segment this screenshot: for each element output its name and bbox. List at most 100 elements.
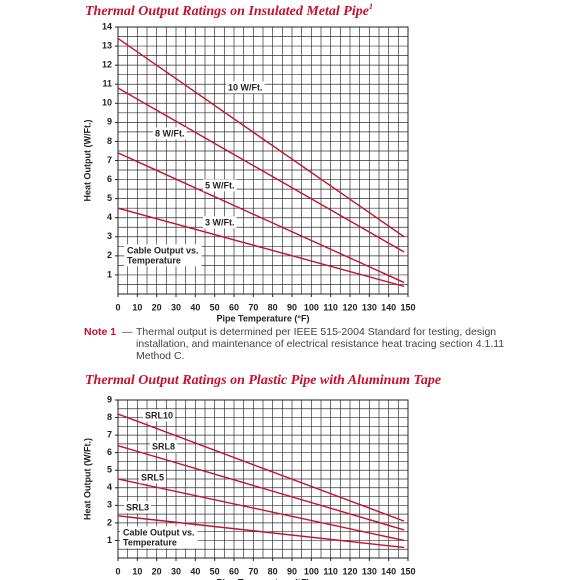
- annotation: Cable Output vs.: [123, 527, 195, 537]
- x-tick-label: 140: [381, 566, 396, 576]
- y-tick-label: 2: [107, 250, 112, 260]
- y-tick-label: 12: [102, 60, 112, 70]
- x-tick-label: 40: [190, 566, 200, 576]
- y-tick-label: 3: [107, 231, 112, 241]
- y-tick-label: 11: [102, 79, 112, 89]
- series-label-bg: [124, 501, 152, 514]
- series-label: 3 W/Ft.: [205, 217, 235, 227]
- y-tick-label: 5: [107, 193, 112, 203]
- series-line: [117, 152, 405, 284]
- series-label: SRL10: [145, 410, 173, 420]
- x-tick-label: 140: [381, 302, 396, 312]
- note-dash: —: [122, 326, 133, 338]
- x-tick-label: 130: [362, 302, 377, 312]
- x-tick-label: 10: [132, 302, 142, 312]
- note-label: Note 1: [84, 326, 117, 338]
- x-tick-label: 70: [248, 302, 258, 312]
- series-label: SRL3: [126, 502, 149, 512]
- series-line: [117, 444, 405, 531]
- y-tick-label: 8: [107, 412, 112, 422]
- x-tick-label: 90: [287, 302, 297, 312]
- series-line: [117, 207, 405, 288]
- x-tick-label: 60: [229, 566, 239, 576]
- x-tick-label: 70: [248, 566, 258, 576]
- y-tick-label: 14: [102, 21, 112, 31]
- x-tick-label: 130: [362, 566, 377, 576]
- series-label-bg: [139, 471, 167, 484]
- chart-title: Thermal Output Ratings on Insulated Meta…: [85, 2, 373, 19]
- y-tick-label: 1: [107, 535, 112, 545]
- x-tick-label: 50: [210, 302, 220, 312]
- x-tick-label: 80: [268, 302, 278, 312]
- y-tick-label: 3: [107, 500, 112, 510]
- x-tick-label: 30: [171, 302, 181, 312]
- x-tick-label: 90: [287, 566, 297, 576]
- y-tick-label: 7: [107, 155, 112, 165]
- note: Note 1 — Thermal output is determined pe…: [84, 326, 524, 362]
- x-tick-label: 50: [210, 566, 220, 576]
- title-text: Thermal Output Ratings on Insulated Meta…: [85, 4, 369, 19]
- series-label: 8 W/Ft.: [155, 128, 185, 138]
- annotation: Temperature: [123, 537, 177, 547]
- y-tick-label: 13: [102, 40, 112, 50]
- series-label: SRL5: [141, 472, 164, 482]
- x-axis-label: Pipe Temperature (°F): [217, 577, 310, 580]
- x-tick-label: 40: [190, 302, 200, 312]
- series-line: [117, 87, 405, 253]
- y-tick-label: 4: [107, 212, 112, 222]
- x-tick-label: 150: [400, 566, 415, 576]
- series-label-bg: [153, 127, 187, 140]
- title-text: Thermal Output Ratings on Plastic Pipe w…: [85, 373, 441, 388]
- y-tick-label: 8: [107, 136, 112, 146]
- annotation: Cable Output vs.: [127, 245, 199, 255]
- x-tick-label: 110: [323, 566, 338, 576]
- x-tick-label: 60: [229, 302, 239, 312]
- series-label-bg: [203, 216, 237, 229]
- x-tick-label: 10: [132, 566, 142, 576]
- y-axis-label: Heat Output (W/Ft.): [82, 120, 92, 202]
- y-tick-label: 6: [107, 447, 112, 457]
- x-tick-label: 20: [152, 566, 162, 576]
- annotation-bg: [124, 244, 202, 267]
- x-tick-label: 80: [268, 566, 278, 576]
- y-tick-label: 1: [107, 269, 112, 279]
- x-tick-label: 20: [152, 302, 162, 312]
- series-label-bg: [143, 409, 176, 422]
- series-label-bg: [203, 179, 237, 192]
- x-axis-label: Pipe Temperature (°F): [217, 313, 310, 323]
- x-tick-label: 150: [400, 302, 415, 312]
- x-tick-label: 120: [342, 302, 357, 312]
- y-tick-label: 4: [107, 482, 112, 492]
- annotation: Temperature: [127, 255, 181, 265]
- series-line: [117, 37, 405, 238]
- series-label-bg: [150, 440, 178, 453]
- series-line: [117, 413, 405, 522]
- note-text: Thermal output is determined per IEEE 51…: [136, 326, 505, 362]
- x-tick-label: 0: [115, 566, 120, 576]
- y-tick-label: 10: [102, 98, 112, 108]
- y-tick-label: 7: [107, 429, 112, 439]
- y-tick-label: 6: [107, 174, 112, 184]
- y-tick-label: 2: [107, 517, 112, 527]
- y-tick-label: 9: [107, 394, 112, 404]
- title-superscript: 1: [369, 2, 373, 11]
- x-tick-label: 100: [304, 566, 319, 576]
- y-tick-label: 5: [107, 465, 112, 475]
- y-tick-label: 9: [107, 117, 112, 127]
- series-label: 10 W/Ft.: [228, 82, 263, 92]
- x-tick-label: 110: [323, 302, 338, 312]
- series-label: 5 W/Ft.: [205, 180, 235, 190]
- x-tick-label: 30: [171, 566, 181, 576]
- x-tick-label: 120: [342, 566, 357, 576]
- x-tick-label: 0: [115, 302, 120, 312]
- annotation-bg: [120, 526, 198, 549]
- y-axis-label: Heat Output (W/Ft.): [82, 438, 92, 520]
- x-tick-label: 100: [304, 302, 319, 312]
- series-label-bg: [226, 81, 265, 94]
- series-line: [117, 478, 405, 542]
- chart-title: Thermal Output Ratings on Plastic Pipe w…: [85, 373, 441, 388]
- series-label: SRL8: [152, 441, 175, 451]
- series-line: [117, 515, 405, 549]
